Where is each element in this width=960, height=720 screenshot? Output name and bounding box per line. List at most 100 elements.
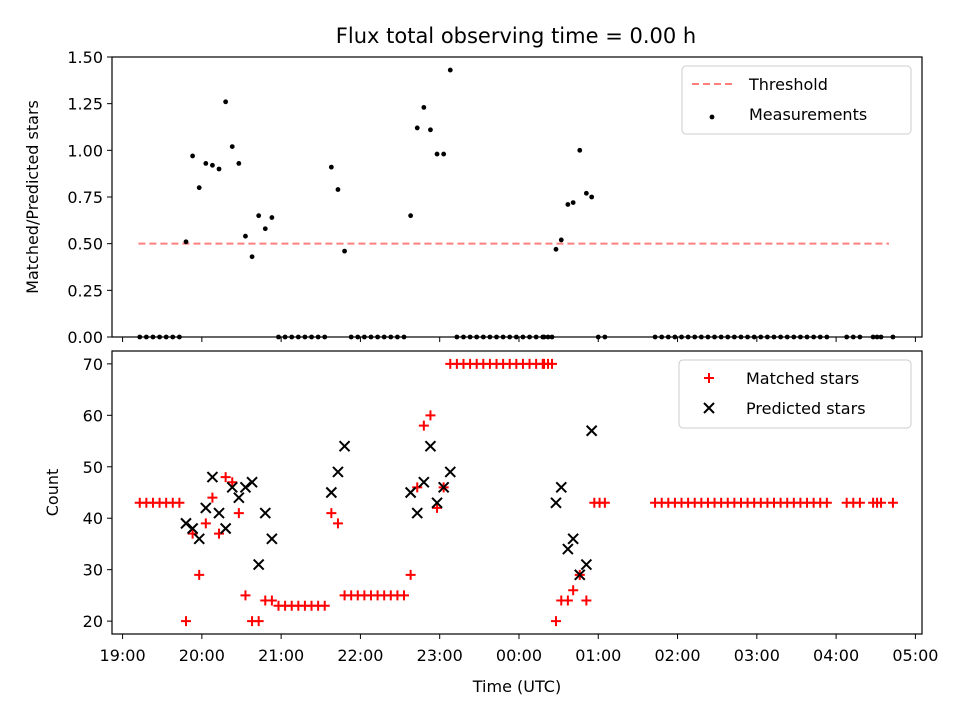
point-measurements-85: [725, 334, 731, 340]
point-measurements-55: [500, 334, 506, 340]
point-predicted-stars-8: [233, 491, 245, 504]
y-tick-label-1-1: 30: [83, 561, 103, 580]
x-tick-label-10: 05:00: [892, 646, 938, 665]
point-matched-stars-64: [547, 358, 558, 369]
point-measurements-95: [791, 334, 797, 340]
point-measurements-32: [348, 334, 354, 340]
point-measurements-102: [850, 334, 856, 340]
legend-box-0: [681, 65, 912, 135]
point-predicted-stars-17: [404, 486, 417, 499]
point-measurements-60: [533, 334, 539, 340]
point-measurements-56: [507, 334, 513, 340]
point-predicted-stars-28: [574, 569, 586, 581]
point-matched-stars-65: [550, 616, 561, 627]
x-axis-label: Time (UTC): [472, 677, 561, 696]
point-measurements-37: [381, 334, 387, 340]
point-matched-stars-107: [887, 497, 898, 508]
point-measurements-65: [553, 246, 559, 252]
point-measurements-53: [487, 334, 493, 340]
point-matched-stars-45: [432, 502, 443, 513]
y-tick-label-1-0: 20: [83, 612, 103, 631]
x-tick-label-4: 23:00: [417, 646, 463, 665]
point-measurements-48: [454, 334, 460, 340]
point-measurements-52: [480, 334, 486, 340]
point-predicted-stars-27: [567, 533, 579, 545]
point-matched-stars-68: [568, 585, 579, 596]
y-tick-label-0-3: 0.75: [67, 188, 103, 207]
point-measurements-38: [388, 334, 394, 340]
point-predicted-stars-30: [585, 425, 598, 437]
point-measurements-40: [401, 334, 407, 340]
point-matched-stars-7: [180, 616, 191, 627]
point-measurements-72: [595, 334, 601, 340]
point-predicted-stars-9: [239, 481, 252, 494]
x-tick-label-6: 01:00: [575, 646, 621, 665]
point-measurements-36: [375, 334, 380, 340]
point-measurements-4: [163, 334, 169, 340]
point-measurements-88: [745, 334, 750, 340]
point-measurements-41: [408, 213, 414, 219]
y-axis-label-1: Count: [43, 469, 62, 517]
point-matched-stars-103: [854, 497, 865, 508]
point-matched-stars-40: [399, 590, 410, 601]
point-measurements-34: [361, 334, 367, 340]
point-measurements-49: [461, 334, 466, 340]
point-measurements-86: [731, 334, 737, 340]
point-measurements-51: [474, 334, 480, 340]
point-measurements-11: [210, 162, 215, 168]
point-measurements-7: [183, 239, 189, 245]
point-matched-stars-29: [326, 508, 337, 519]
point-measurements-94: [784, 334, 790, 340]
point-measurements-45: [434, 151, 440, 157]
point-matched-stars-43: [418, 420, 429, 431]
legend-predicted-stars-label: Predicted stars: [746, 399, 866, 418]
point-measurements-103: [857, 334, 863, 340]
point-measurements-24: [295, 334, 301, 340]
point-predicted-stars-21: [431, 497, 443, 509]
point-matched-stars-9: [194, 569, 205, 580]
point-predicted-stars-13: [266, 533, 278, 545]
y-tick-label-1-2: 40: [83, 509, 103, 528]
point-measurements-12: [216, 166, 222, 172]
point-matched-stars-20: [266, 595, 277, 606]
y-axis-label-0: Matched/Predicted stars: [23, 100, 42, 294]
point-measurements-14: [229, 144, 235, 150]
point-measurements-29: [328, 164, 334, 170]
x-tick-label-5: 00:00: [496, 646, 542, 665]
point-measurements-68: [570, 200, 576, 206]
point-measurements-19: [262, 226, 268, 232]
point-predicted-stars-1: [186, 522, 199, 535]
point-measurements-96: [798, 334, 803, 340]
point-matched-stars-106: [876, 497, 887, 508]
point-predicted-stars-23: [444, 466, 456, 478]
point-measurements-6: [176, 334, 182, 340]
point-measurements-5: [170, 334, 176, 340]
point-measurements-79: [685, 334, 691, 340]
point-measurements-57: [513, 334, 519, 340]
point-measurements-33: [355, 334, 361, 340]
point-measurements-75: [659, 334, 665, 340]
point-measurements-46: [441, 151, 447, 157]
point-predicted-stars-6: [219, 522, 232, 535]
point-predicted-stars-24: [550, 497, 562, 509]
point-predicted-stars-2: [193, 533, 205, 545]
point-measurements-43: [421, 105, 427, 110]
point-matched-stars-28: [319, 600, 330, 611]
point-matched-stars-73: [599, 497, 610, 508]
point-predicted-stars-19: [418, 476, 430, 488]
point-measurements-0: [137, 334, 143, 340]
point-measurements-100: [824, 334, 830, 340]
x-tick-label-1: 20:00: [179, 646, 225, 665]
point-predicted-stars-12: [259, 507, 271, 519]
point-matched-stars-70: [581, 595, 592, 606]
point-measurements-35: [368, 334, 374, 340]
y-tick-label-0-2: 0.50: [67, 235, 103, 254]
y-tick-label-0-1: 0.25: [67, 281, 103, 300]
point-predicted-stars-22: [437, 481, 450, 494]
point-measurements-27: [315, 334, 321, 340]
x-tick-label-7: 02:00: [654, 646, 700, 665]
point-measurements-107: [890, 334, 896, 340]
point-matched-stars-13: [220, 472, 231, 483]
point-measurements-47: [447, 67, 453, 73]
